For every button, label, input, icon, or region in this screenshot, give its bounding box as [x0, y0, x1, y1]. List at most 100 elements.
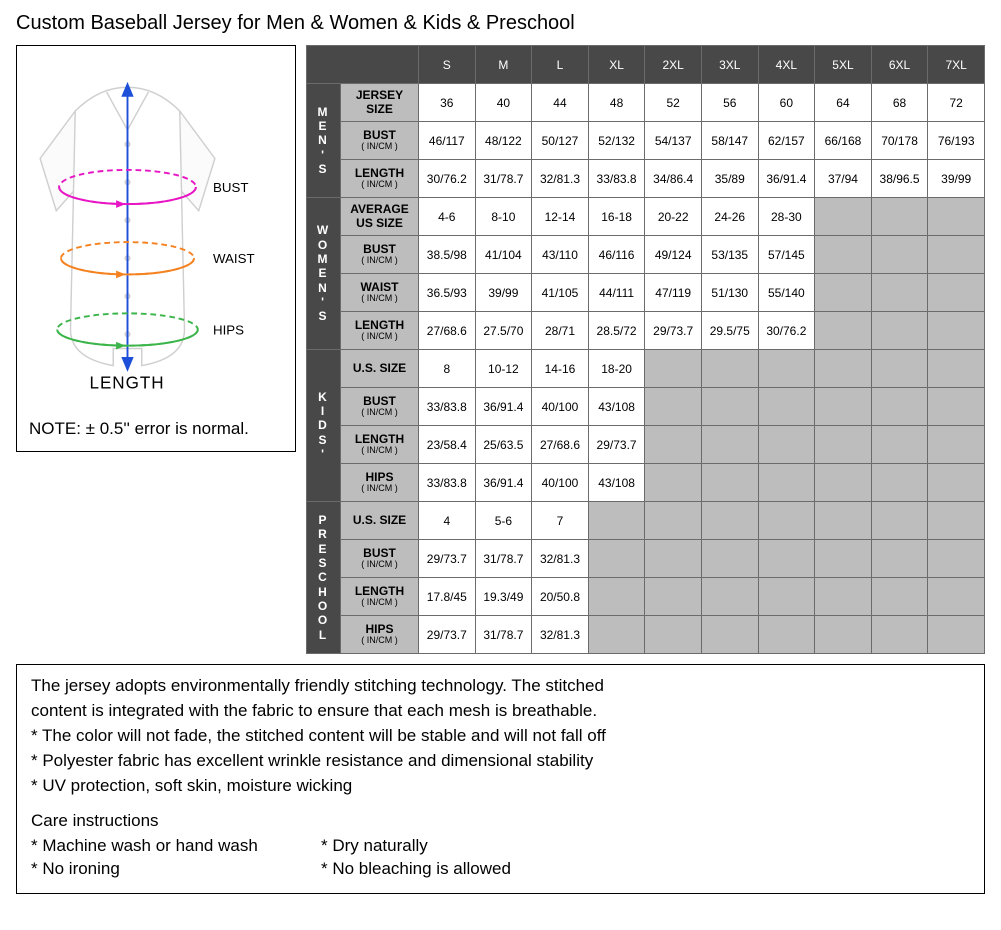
size-cell: 52: [645, 84, 702, 122]
care-item: * No ironing: [31, 858, 321, 881]
size-cell: [871, 388, 928, 426]
size-cell: 33/83.8: [419, 388, 476, 426]
size-cell: 48/122: [475, 122, 532, 160]
size-cell: 33/83.8: [588, 160, 645, 198]
size-cell: [815, 350, 872, 388]
size-cell: [701, 616, 758, 654]
size-cell: [645, 350, 702, 388]
care-grid: * Machine wash or hand wash * Dry natura…: [31, 835, 970, 881]
bust-label: BUST: [213, 180, 248, 195]
size-cell: [815, 540, 872, 578]
size-cell: 57/145: [758, 236, 815, 274]
size-cell: [758, 502, 815, 540]
desc-intro-1: The jersey adopts environmentally friend…: [31, 675, 970, 698]
size-header: L: [532, 46, 589, 84]
size-cell: 31/78.7: [475, 160, 532, 198]
size-cell: 58/147: [701, 122, 758, 160]
care-item: * Machine wash or hand wash: [31, 835, 321, 858]
category-label: MEN'S: [307, 84, 341, 198]
size-cell: [701, 426, 758, 464]
size-cell: 28-30: [758, 198, 815, 236]
size-cell: 29/73.7: [645, 312, 702, 350]
measurement-label: LENGTH( IN/CM ): [341, 426, 419, 464]
size-cell: 39/99: [475, 274, 532, 312]
size-cell: 29.5/75: [701, 312, 758, 350]
size-cell: 27/68.6: [532, 426, 589, 464]
size-cell: [815, 426, 872, 464]
size-cell: 29/73.7: [588, 426, 645, 464]
size-cell: 40/100: [532, 464, 589, 502]
size-cell: [928, 274, 985, 312]
size-cell: [645, 540, 702, 578]
size-cell: 27/68.6: [419, 312, 476, 350]
size-cell: 17.8/45: [419, 578, 476, 616]
desc-bullet: * The color will not fade, the stitched …: [31, 725, 970, 748]
size-cell: 33/83.8: [419, 464, 476, 502]
size-cell: 4-6: [419, 198, 476, 236]
size-cell: 18-20: [588, 350, 645, 388]
size-cell: 24-26: [701, 198, 758, 236]
measurement-label: HIPS( IN/CM ): [341, 616, 419, 654]
size-cell: [758, 578, 815, 616]
size-cell: 44/111: [588, 274, 645, 312]
size-cell: 68: [871, 84, 928, 122]
size-cell: 36/91.4: [475, 388, 532, 426]
desc-bullet: * Polyester fabric has excellent wrinkle…: [31, 750, 970, 773]
size-cell: 12-14: [532, 198, 589, 236]
size-cell: 7: [532, 502, 589, 540]
size-cell: [928, 578, 985, 616]
size-cell: [701, 464, 758, 502]
size-cell: 46/117: [419, 122, 476, 160]
measurement-label: U.S. SIZE: [341, 350, 419, 388]
size-cell: 36.5/93: [419, 274, 476, 312]
size-cell: [928, 350, 985, 388]
size-cell: [928, 540, 985, 578]
size-cell: 60: [758, 84, 815, 122]
size-header: S: [419, 46, 476, 84]
size-cell: 49/124: [645, 236, 702, 274]
size-cell: [645, 616, 702, 654]
diagram-note: NOTE: ± 0.5'' error is normal.: [23, 419, 289, 439]
size-cell: 8-10: [475, 198, 532, 236]
size-cell: [871, 578, 928, 616]
size-cell: 28.5/72: [588, 312, 645, 350]
size-cell: [815, 578, 872, 616]
size-cell: 43/110: [532, 236, 589, 274]
size-cell: 19.3/49: [475, 578, 532, 616]
care-item: * No bleaching is allowed: [321, 858, 970, 881]
size-cell: [871, 502, 928, 540]
size-cell: [701, 350, 758, 388]
care-item: * Dry naturally: [321, 835, 970, 858]
measurement-label: BUST( IN/CM ): [341, 122, 419, 160]
size-cell: 37/94: [815, 160, 872, 198]
size-cell: 27.5/70: [475, 312, 532, 350]
size-cell: [645, 464, 702, 502]
size-cell: 41/104: [475, 236, 532, 274]
category-label: WOMEN'S: [307, 198, 341, 350]
size-cell: [815, 502, 872, 540]
measurement-label: BUST( IN/CM ): [341, 540, 419, 578]
description-box: The jersey adopts environmentally friend…: [16, 664, 985, 894]
size-cell: [815, 616, 872, 654]
size-cell: [758, 426, 815, 464]
size-cell: [871, 274, 928, 312]
size-cell: 8: [419, 350, 476, 388]
jersey-diagram: BUST WAIST HIPS LENGTH: [23, 54, 289, 396]
size-cell: 66/168: [815, 122, 872, 160]
size-cell: 48: [588, 84, 645, 122]
care-title: Care instructions: [31, 810, 970, 833]
size-cell: 32/81.3: [532, 160, 589, 198]
size-cell: 30/76.2: [419, 160, 476, 198]
size-cell: [871, 350, 928, 388]
size-cell: 20-22: [645, 198, 702, 236]
size-cell: [588, 502, 645, 540]
size-cell: [815, 388, 872, 426]
size-cell: [701, 502, 758, 540]
size-cell: 31/78.7: [475, 540, 532, 578]
size-cell: 55/140: [758, 274, 815, 312]
size-cell: [871, 312, 928, 350]
size-cell: [645, 578, 702, 616]
page-title: Custom Baseball Jersey for Men & Women &…: [16, 12, 985, 35]
size-cell: [758, 350, 815, 388]
size-cell: [815, 312, 872, 350]
